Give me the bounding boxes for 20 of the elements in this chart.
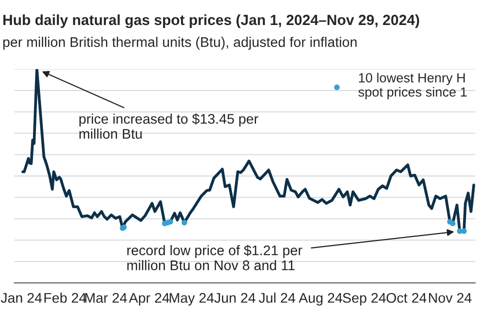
legend-label: 10 lowest Henry H spot prices since 1 xyxy=(358,72,467,100)
point xyxy=(450,220,456,226)
x-tick-label: Jun 24 xyxy=(214,292,256,303)
point xyxy=(168,218,174,225)
x-tick-label: Sep 24 xyxy=(342,292,386,306)
chart-title: Hub daily natural gas spot prices (Jan 1, 2024–Nov 29, 2024) xyxy=(3,14,420,28)
annotation: price increased to $13.45 per million Btu xyxy=(79,113,258,139)
point xyxy=(182,220,188,226)
x-tick-label: Nov 24 xyxy=(429,292,472,303)
x-tick-label: Jan 24 xyxy=(0,292,42,303)
point xyxy=(461,228,467,234)
x-tick-label: Jul 24 xyxy=(258,292,296,303)
annotation: record low price of $1.21 per million Btu on Nov 8 and 11 xyxy=(127,244,302,270)
x-tick-label: May 24 xyxy=(170,292,214,306)
x-tick-label: Feb 24 xyxy=(44,292,86,303)
x-tick-label: Apr 24 xyxy=(128,292,170,306)
x-tick-label: Aug 24 xyxy=(298,292,342,306)
chart-subtitle: per million British thermal units (Btu), adjusted for inflation xyxy=(3,36,357,50)
x-tick-label: Oct 24 xyxy=(386,292,426,303)
x-tick-label: Mar 24 xyxy=(85,292,127,303)
